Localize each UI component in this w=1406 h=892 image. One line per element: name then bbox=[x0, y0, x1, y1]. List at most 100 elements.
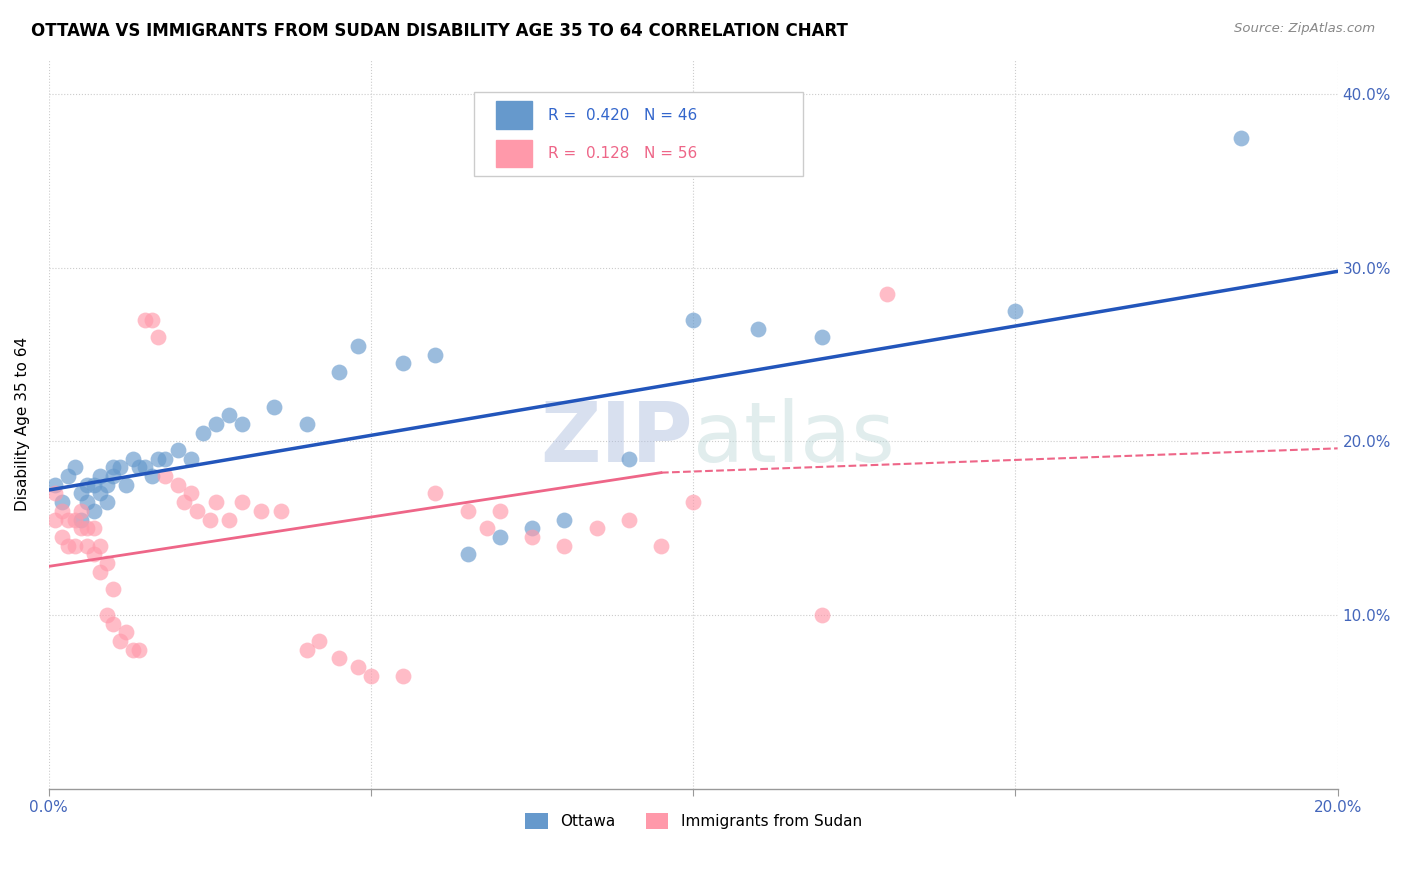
Text: atlas: atlas bbox=[693, 398, 896, 479]
Text: Source: ZipAtlas.com: Source: ZipAtlas.com bbox=[1234, 22, 1375, 36]
Point bbox=[96, 495, 118, 509]
Point bbox=[425, 486, 447, 500]
Point bbox=[153, 469, 176, 483]
Point bbox=[489, 504, 512, 518]
Point bbox=[96, 478, 118, 492]
Point bbox=[308, 634, 330, 648]
Point bbox=[475, 521, 498, 535]
Point bbox=[231, 495, 253, 509]
Point bbox=[347, 339, 370, 353]
Point bbox=[56, 512, 79, 526]
Point bbox=[1004, 304, 1026, 318]
Point bbox=[250, 504, 273, 518]
Point bbox=[115, 478, 138, 492]
Point bbox=[141, 469, 163, 483]
Point bbox=[96, 607, 118, 622]
Legend: Ottawa, Immigrants from Sudan: Ottawa, Immigrants from Sudan bbox=[519, 807, 868, 836]
Point bbox=[347, 660, 370, 674]
Point bbox=[205, 495, 228, 509]
Point bbox=[811, 330, 834, 344]
Point bbox=[173, 495, 195, 509]
Point bbox=[83, 547, 105, 561]
Point bbox=[103, 582, 125, 596]
Point bbox=[63, 512, 86, 526]
Point bbox=[83, 521, 105, 535]
Point bbox=[263, 400, 285, 414]
Point bbox=[617, 512, 640, 526]
FancyBboxPatch shape bbox=[474, 93, 803, 177]
Point bbox=[83, 504, 105, 518]
Point bbox=[520, 521, 543, 535]
Point bbox=[553, 539, 575, 553]
Point bbox=[103, 469, 125, 483]
Point bbox=[218, 409, 240, 423]
Point bbox=[76, 521, 98, 535]
Point bbox=[585, 521, 607, 535]
Point bbox=[682, 495, 704, 509]
Text: R =  0.128   N = 56: R = 0.128 N = 56 bbox=[547, 146, 697, 161]
Point bbox=[108, 460, 131, 475]
Point bbox=[392, 356, 415, 370]
Point bbox=[425, 348, 447, 362]
Point bbox=[51, 495, 73, 509]
Point bbox=[392, 669, 415, 683]
Text: R =  0.420   N = 46: R = 0.420 N = 46 bbox=[547, 108, 697, 123]
Point bbox=[553, 512, 575, 526]
Point bbox=[218, 512, 240, 526]
Point bbox=[650, 539, 672, 553]
Point bbox=[148, 330, 170, 344]
Point bbox=[103, 460, 125, 475]
Point bbox=[617, 451, 640, 466]
Point bbox=[128, 642, 150, 657]
Point bbox=[56, 539, 79, 553]
Point bbox=[89, 565, 111, 579]
Point bbox=[747, 321, 769, 335]
Point bbox=[457, 547, 479, 561]
Point bbox=[328, 365, 350, 379]
Point bbox=[489, 530, 512, 544]
Point bbox=[103, 616, 125, 631]
Point bbox=[180, 451, 202, 466]
Text: ZIP: ZIP bbox=[541, 398, 693, 479]
Point bbox=[51, 530, 73, 544]
Point bbox=[63, 539, 86, 553]
Point bbox=[76, 495, 98, 509]
Text: OTTAWA VS IMMIGRANTS FROM SUDAN DISABILITY AGE 35 TO 64 CORRELATION CHART: OTTAWA VS IMMIGRANTS FROM SUDAN DISABILI… bbox=[31, 22, 848, 40]
Point bbox=[128, 460, 150, 475]
Bar bbox=[496, 102, 531, 129]
Point bbox=[205, 417, 228, 431]
Point bbox=[134, 313, 156, 327]
Point bbox=[198, 512, 221, 526]
Bar bbox=[496, 140, 531, 168]
Point bbox=[70, 486, 93, 500]
Point bbox=[115, 625, 138, 640]
Point bbox=[153, 451, 176, 466]
Point bbox=[457, 504, 479, 518]
Point bbox=[108, 634, 131, 648]
Point bbox=[180, 486, 202, 500]
Point bbox=[876, 286, 898, 301]
Point bbox=[193, 425, 215, 440]
Point bbox=[520, 530, 543, 544]
Point bbox=[270, 504, 292, 518]
Point bbox=[141, 313, 163, 327]
Point bbox=[682, 313, 704, 327]
Point bbox=[63, 460, 86, 475]
Point bbox=[70, 504, 93, 518]
Point bbox=[811, 607, 834, 622]
Point bbox=[51, 504, 73, 518]
Point bbox=[76, 539, 98, 553]
Point bbox=[186, 504, 208, 518]
Point bbox=[83, 478, 105, 492]
Point bbox=[295, 642, 318, 657]
Point bbox=[121, 451, 143, 466]
Point bbox=[1230, 130, 1253, 145]
Point bbox=[44, 478, 66, 492]
Point bbox=[44, 486, 66, 500]
Point bbox=[44, 512, 66, 526]
Point bbox=[121, 642, 143, 657]
Y-axis label: Disability Age 35 to 64: Disability Age 35 to 64 bbox=[15, 337, 30, 511]
Point bbox=[56, 469, 79, 483]
Point bbox=[295, 417, 318, 431]
Point bbox=[96, 556, 118, 570]
